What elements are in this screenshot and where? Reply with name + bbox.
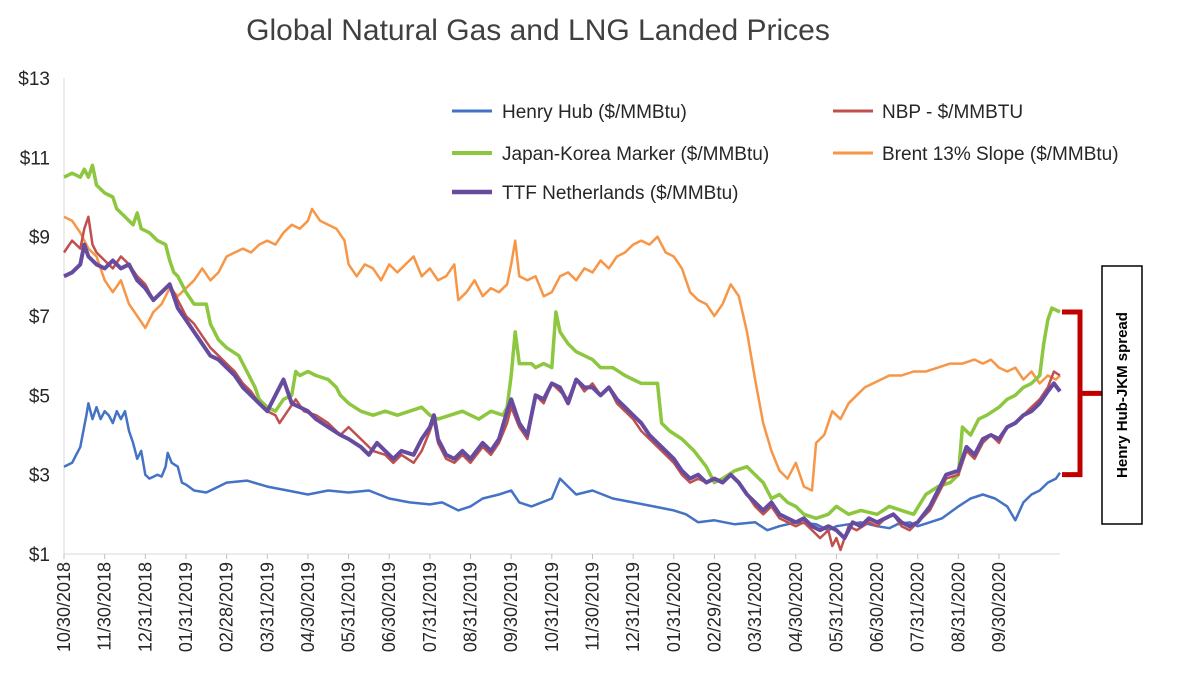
legend-entry-jkm: Japan-Korea Marker ($/MMBtu) — [452, 144, 769, 165]
y-tick-labels: $1 $3 $5 $7 $9 $11 $13 — [18, 69, 50, 566]
x-tick-label: 01/31/2020 — [664, 562, 684, 652]
x-tick-label: 06/30/2019 — [379, 562, 399, 652]
x-tick-label: 10/30/2018 — [54, 562, 74, 652]
legend-label-henry-hub: Henry Hub ($/MMBtu) — [502, 102, 687, 123]
x-tick-label: 12/31/2018 — [135, 562, 155, 652]
legend-label-jkm: Japan-Korea Marker ($/MMBtu) — [502, 144, 769, 165]
series-line-japankorea — [63, 163, 1061, 521]
x-tick-label: 06/30/2020 — [867, 562, 887, 652]
x-tick-label: 11/30/2018 — [95, 562, 115, 651]
x-tick-label: 09/30/2020 — [989, 562, 1009, 652]
x-tick-label: 05/31/2019 — [339, 562, 359, 652]
x-tick-labels: 10/30/2018 11/30/2018 12/31/2018 01/31/2019… — [54, 554, 1009, 652]
series-line-ttf — [63, 242, 1062, 541]
x-tick-label: 04/30/2020 — [786, 562, 806, 652]
x-tick-label: 04/30/2019 — [298, 562, 318, 652]
x-tick-label: 07/31/2019 — [420, 562, 440, 652]
y-tick-label: $13 — [18, 69, 50, 90]
x-tick-label: 02/29/2020 — [704, 562, 724, 652]
y-tick-label: $5 — [29, 386, 50, 407]
x-tick-label: 07/31/2020 — [908, 562, 928, 652]
x-tick-label: 12/31/2019 — [623, 562, 643, 652]
series-lines — [62, 163, 1062, 552]
x-tick-label: 09/30/2019 — [501, 562, 521, 652]
legend-entry-henry-hub: Henry Hub ($/MMBtu) — [452, 102, 687, 123]
y-tick-label: $3 — [29, 466, 50, 487]
x-tick-label: 08/31/2020 — [948, 562, 968, 652]
legend-label-brent: Brent 13% Slope ($/MMBtu) — [882, 144, 1119, 165]
spread-label-box — [1101, 265, 1143, 525]
y-tick-label: $11 — [20, 148, 50, 169]
series-line-brent — [63, 207, 1061, 492]
y-tick-label: $9 — [29, 228, 50, 249]
legend: Henry Hub ($/MMBtu) NBP - $/MMBTU Japan-… — [452, 102, 1119, 204]
spread-bracket — [1062, 309, 1102, 478]
y-tick-label: $1 — [29, 545, 50, 566]
x-tick-label: 01/31/2019 — [176, 562, 196, 652]
legend-label-ttf: TTF Netherlands ($/MMBtu) — [502, 183, 739, 204]
legend-entry-nbp: NBP - $/MMBTU — [833, 102, 1023, 123]
x-tick-label: 05/31/2020 — [826, 562, 846, 652]
legend-entry-brent: Brent 13% Slope ($/MMBtu) — [833, 144, 1119, 165]
y-tick-label: $7 — [29, 307, 50, 328]
legend-entry-ttf: TTF Netherlands ($/MMBtu) — [452, 183, 739, 204]
spread-annotation: Henry Hub-JKM spread — [1062, 265, 1143, 525]
x-tick-label: 08/31/2019 — [461, 562, 481, 652]
series-line-henry — [63, 402, 1062, 532]
x-tick-label: 10/31/2019 — [542, 562, 562, 652]
legend-label-nbp: NBP - $/MMBTU — [882, 102, 1023, 123]
x-tick-label: 03/31/2019 — [257, 562, 277, 652]
spread-label: Henry Hub-JKM spread — [1114, 312, 1131, 478]
chart-title: Global Natural Gas and LNG Landed Prices — [246, 14, 830, 47]
series-line-nbp — [62, 215, 1061, 552]
x-tick-label: 03/31/2020 — [745, 562, 765, 652]
x-tick-label: 02/28/2019 — [217, 562, 237, 652]
x-tick-label: 11/30/2019 — [582, 562, 602, 651]
